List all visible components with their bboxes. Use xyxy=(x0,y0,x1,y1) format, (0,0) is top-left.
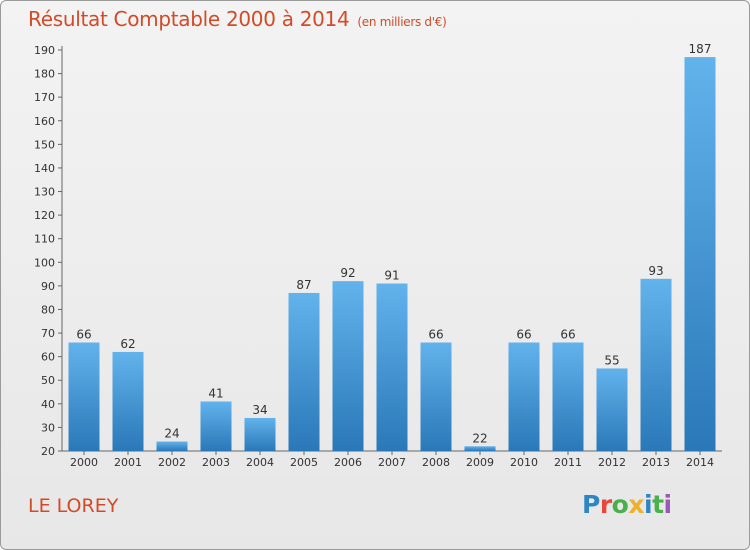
x-tick-label: 2010 xyxy=(510,456,538,469)
bar xyxy=(112,351,144,451)
bar xyxy=(596,368,628,451)
bar xyxy=(420,342,452,451)
y-tick-label: 120 xyxy=(34,209,55,222)
x-tick-label: 2006 xyxy=(334,456,362,469)
x-tick-label: 2001 xyxy=(114,456,142,469)
bar-value-label: 66 xyxy=(560,327,575,341)
x-tick-label: 2013 xyxy=(642,456,670,469)
y-tick-label: 40 xyxy=(41,398,55,411)
y-tick-label: 70 xyxy=(41,327,55,340)
y-tick-label: 180 xyxy=(34,68,55,81)
y-tick-label: 50 xyxy=(41,374,55,387)
data-labels: 66 62 24 41 34 87 92 91 66 22 66 66 55 93 187 xyxy=(76,42,711,445)
bar xyxy=(376,283,408,451)
y-tick-label: 130 xyxy=(34,186,55,199)
bar xyxy=(640,278,672,451)
y-tick-label: 30 xyxy=(41,421,55,434)
logo-letter: x xyxy=(628,490,644,519)
y-tick-label: 90 xyxy=(41,280,55,293)
bars xyxy=(68,57,716,451)
logo-letter: r xyxy=(599,490,612,519)
bar xyxy=(200,401,232,451)
bar-value-label: 55 xyxy=(604,353,619,367)
bar-value-label: 22 xyxy=(472,431,487,445)
proxiti-logo[interactable]: Proxiti xyxy=(582,490,672,519)
y-tick-label: 100 xyxy=(34,256,55,269)
bar-value-label: 66 xyxy=(76,327,91,341)
bar-value-label: 93 xyxy=(648,264,663,278)
bar-value-label: 91 xyxy=(384,269,399,283)
logo-letter: P xyxy=(582,490,600,519)
bar xyxy=(156,441,188,451)
x-tick-label: 2011 xyxy=(554,456,582,469)
bar xyxy=(68,342,100,451)
commune-name: LE LOREY xyxy=(28,495,119,517)
y-tick-label: 150 xyxy=(34,138,55,151)
x-tick-label: 2004 xyxy=(246,456,274,469)
bar-value-label: 187 xyxy=(689,42,712,56)
logo-letter: t xyxy=(652,490,664,519)
x-tick-label: 2002 xyxy=(158,456,186,469)
chart-unit: (en milliers d'€) xyxy=(357,15,447,29)
x-tick-label: 2000 xyxy=(70,456,98,469)
logo-letter: i xyxy=(663,490,673,519)
x-tick-label: 2007 xyxy=(378,456,406,469)
bar-value-label: 87 xyxy=(296,278,311,292)
bar xyxy=(684,57,716,451)
chart-title: Résultat Comptable 2000 à 2014 (en millie… xyxy=(28,7,447,31)
x-tick-label: 2008 xyxy=(422,456,450,469)
y-tick-label: 80 xyxy=(41,303,55,316)
x-tick-label: 2014 xyxy=(686,456,714,469)
y-tick-label: 140 xyxy=(34,162,55,175)
y-tick-label: 60 xyxy=(41,351,55,364)
chart-title-text: Résultat Comptable 2000 à 2014 xyxy=(28,7,350,31)
bar-value-label: 66 xyxy=(516,327,531,341)
bar-value-label: 24 xyxy=(164,427,179,441)
bar xyxy=(332,281,364,451)
bar-value-label: 62 xyxy=(120,337,135,351)
bar xyxy=(244,417,276,451)
y-tick-label: 160 xyxy=(34,115,55,128)
logo-letter: o xyxy=(611,490,629,519)
y-tick-label: 110 xyxy=(34,233,55,246)
bar-value-label: 92 xyxy=(340,266,355,280)
x-tick-label: 2009 xyxy=(466,456,494,469)
bar xyxy=(464,446,496,451)
bar-value-label: 41 xyxy=(208,386,223,400)
bar xyxy=(552,342,584,451)
x-tick-label: 2003 xyxy=(202,456,230,469)
bar-value-label: 66 xyxy=(428,327,443,341)
x-tick-label: 2005 xyxy=(290,456,318,469)
logo-letter: i xyxy=(644,490,653,519)
y-tick-label: 190 xyxy=(34,44,55,57)
bar xyxy=(508,342,540,451)
axes: 20 30 40 50 60 70 80 90 100 110 120 130 140 150 160 170… xyxy=(34,44,722,469)
bar xyxy=(288,292,320,451)
x-tick-label: 2012 xyxy=(598,456,626,469)
bar-value-label: 34 xyxy=(252,403,267,417)
y-tick-label: 170 xyxy=(34,91,55,104)
y-tick-label: 20 xyxy=(41,445,55,458)
